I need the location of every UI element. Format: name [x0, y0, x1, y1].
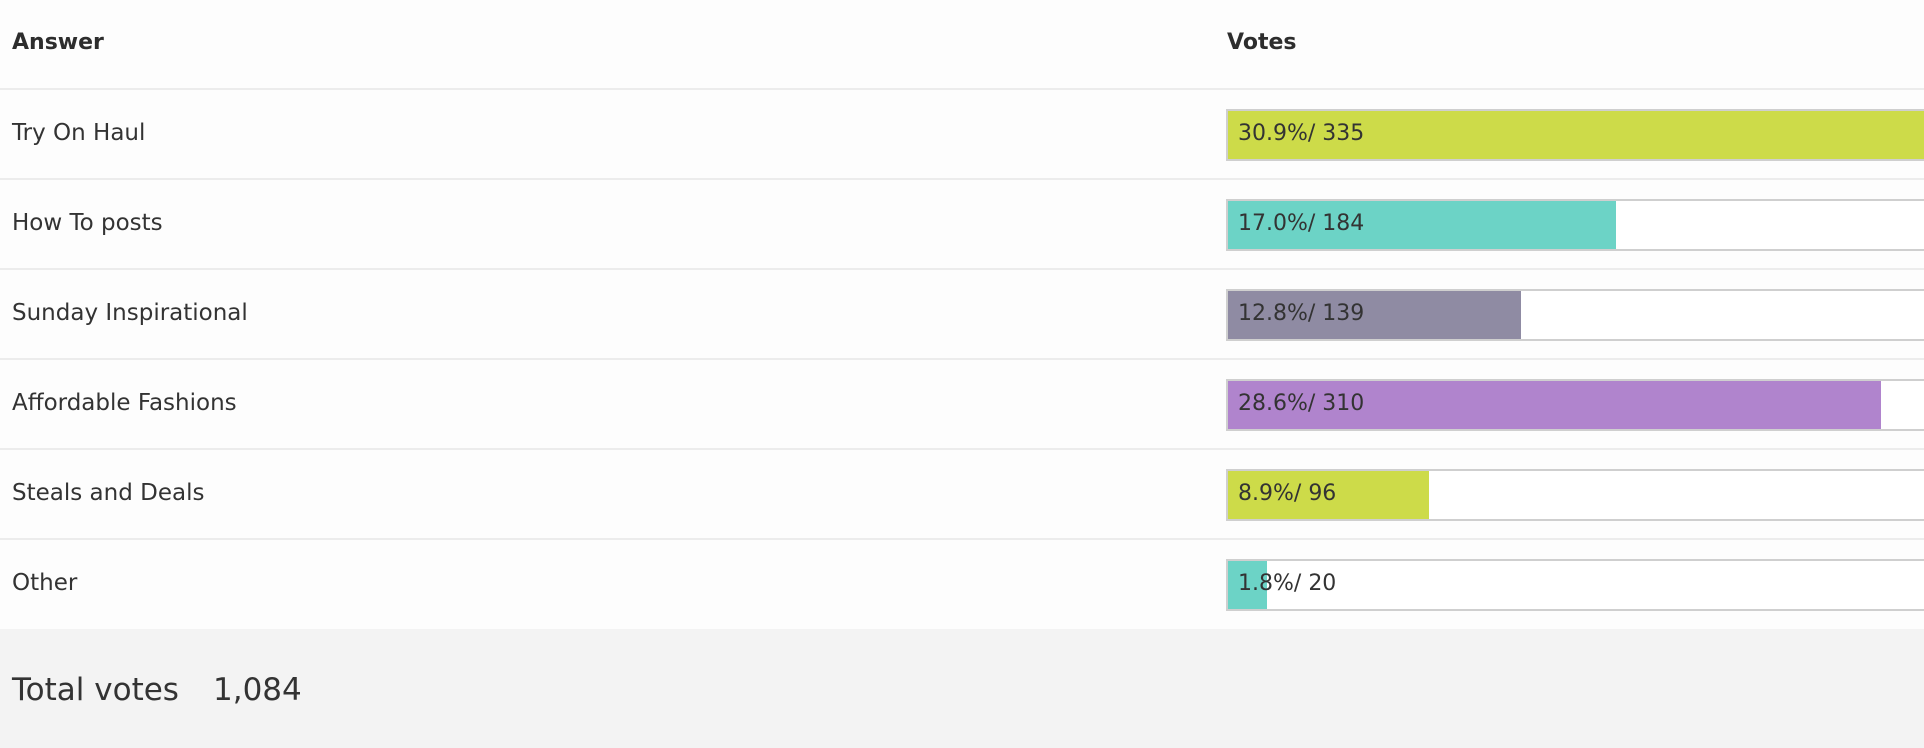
vote-count: 96	[1308, 481, 1337, 506]
answer-label: Steals and Deals	[12, 480, 205, 506]
vote-result-text: 17.0%/ 184	[1238, 211, 1365, 236]
vote-bar-track: 17.0%/ 184	[1226, 199, 1924, 251]
vote-count: 184	[1322, 211, 1365, 236]
answer-column-header: Answer	[12, 30, 104, 55]
vote-bar-fill	[1228, 111, 1924, 159]
vote-percent: 1.8%	[1238, 571, 1294, 596]
vote-bar-fill	[1228, 471, 1430, 519]
vote-result-text: 12.8%/ 139	[1238, 301, 1365, 326]
answer-label: Sunday Inspirational	[12, 300, 248, 326]
total-votes-footer: Total votes 1,084	[0, 629, 1924, 748]
vote-percent: 12.8%	[1238, 301, 1308, 326]
vote-result-text: 1.8%/ 20	[1238, 571, 1337, 596]
vote-percent: 28.6%	[1238, 391, 1308, 416]
vote-bar-fill	[1228, 291, 1521, 339]
answer-label: Try On Haul	[12, 120, 146, 146]
vote-bar-fill	[1228, 381, 1882, 429]
vote-result-text: 28.6%/ 310	[1238, 391, 1365, 416]
table-header: Answer Votes	[0, 0, 1924, 90]
vote-bar-fill	[1228, 561, 1267, 609]
answer-row: Steals and Deals 8.9%/ 96	[0, 450, 1924, 540]
vote-count: 335	[1322, 121, 1365, 146]
vote-bar-track: 12.8%/ 139	[1226, 289, 1924, 341]
vote-bar-track: 1.8%/ 20	[1226, 559, 1924, 611]
vote-result-text: 30.9%/ 335	[1238, 121, 1365, 146]
answer-label: How To posts	[12, 210, 163, 236]
vote-percent: 17.0%	[1238, 211, 1308, 236]
vote-result-text: 8.9%/ 96	[1238, 481, 1337, 506]
total-votes-label: Total votes	[12, 672, 179, 708]
answer-row: Other 1.8%/ 20	[0, 540, 1924, 630]
vote-percent: 8.9%	[1238, 481, 1294, 506]
answer-row: Try On Haul 30.9%/ 335	[0, 90, 1924, 180]
poll-results-table: Answer Votes Try On Haul 30.9%/ 335 How To…	[0, 0, 1924, 630]
vote-bar-track: 28.6%/ 310	[1226, 379, 1924, 431]
answer-rows: Try On Haul 30.9%/ 335 How To posts 17.0%/ …	[0, 90, 1924, 630]
answer-label: Other	[12, 570, 78, 596]
answer-row: Sunday Inspirational 12.8%/ 139	[0, 270, 1924, 360]
vote-bar-fill	[1228, 201, 1617, 249]
vote-count: 310	[1322, 391, 1365, 416]
answer-label: Affordable Fashions	[12, 390, 237, 416]
vote-count: 20	[1308, 571, 1337, 596]
total-votes-value: 1,084	[213, 672, 302, 708]
answer-row: Affordable Fashions 28.6%/ 310	[0, 360, 1924, 450]
answer-row: How To posts 17.0%/ 184	[0, 180, 1924, 270]
vote-bar-track: 8.9%/ 96	[1226, 469, 1924, 521]
vote-bar-track: 30.9%/ 335	[1226, 109, 1924, 161]
votes-column-header: Votes	[1227, 30, 1297, 55]
vote-count: 139	[1322, 301, 1365, 326]
vote-percent: 30.9%	[1238, 121, 1308, 146]
